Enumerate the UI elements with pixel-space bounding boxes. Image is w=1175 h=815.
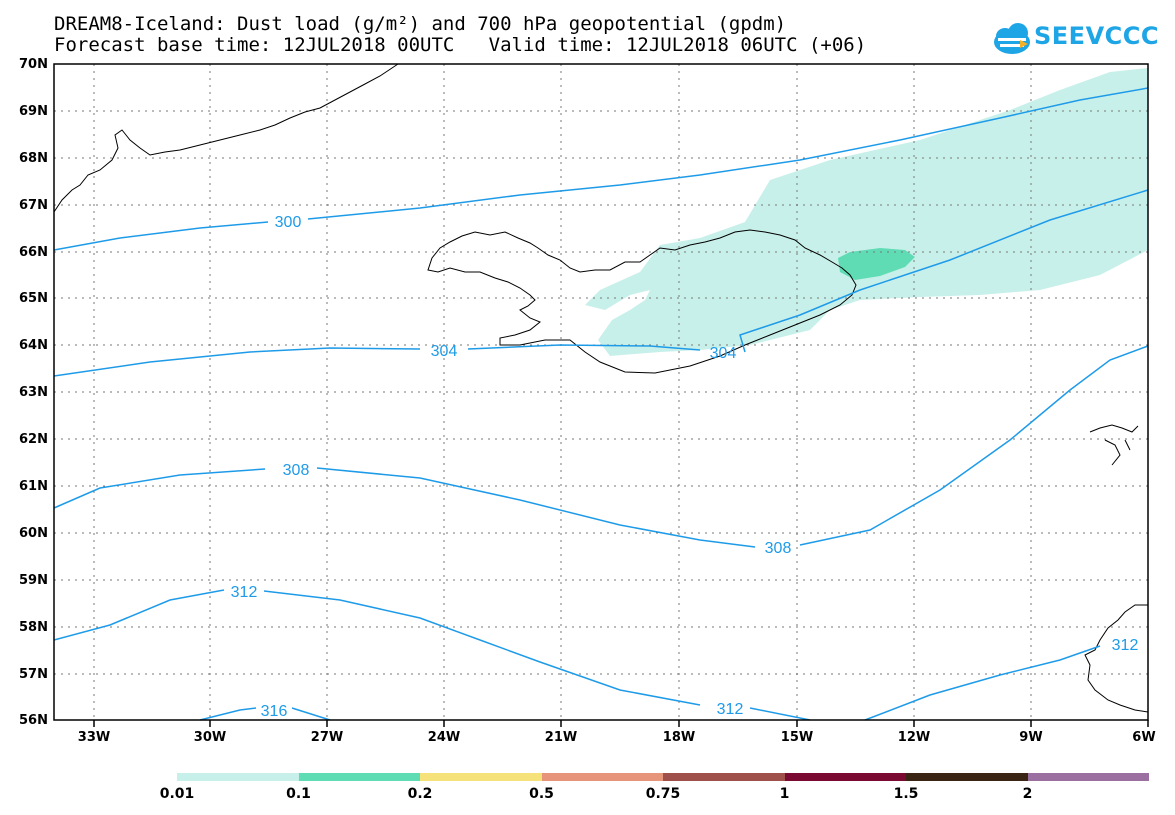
colorbar-segment [663,773,785,781]
colorbar-label: 0.2 [407,786,433,802]
faroe-islands [1089,424,1139,466]
colorbar-segment [298,773,420,781]
contour-label-316: 316 [261,703,288,720]
map-frame [53,63,1149,721]
lon-label: 6W [1132,730,1156,745]
lon-label: 9W [1019,730,1043,745]
dust-region-low [585,68,1148,356]
lon-label: 33W [77,730,111,745]
greenland-coastline [53,63,399,213]
lon-label: 21W [544,730,578,745]
lat-label: 65N [19,291,48,306]
lon-label: 15W [780,730,814,745]
contour-300 [53,87,1149,251]
logo-text: SEEVCCC [1034,22,1159,50]
contour-label-312-south: 312 [717,701,744,718]
contour-label-300: 300 [275,214,302,231]
lat-label: 56N [19,713,48,728]
lon-label: 18W [662,730,696,745]
lat-label: 68N [19,151,48,166]
lat-label: 60N [19,526,48,541]
scotland-coastline [1084,604,1149,713]
contour-316 [199,707,331,721]
colorbar-label: 0.75 [645,786,681,802]
contour-label-308: 308 [283,462,310,479]
contour-label-312: 312 [231,584,258,601]
seevccc-logo [994,23,1030,54]
contour-304 [53,189,1149,377]
dust-region-mid [838,248,915,280]
lon-label: 24W [427,730,461,745]
contour-312 [53,589,811,721]
colorbar-segment [1027,773,1149,781]
colorbar-segment [784,773,906,781]
lat-label: 69N [19,104,48,119]
contour-label-312-east: 312 [1112,637,1139,654]
colorbar-segment [906,773,1028,781]
lat-label: 62N [19,432,48,447]
forecast-time-line: Forecast base time: 12JUL2018 00UTC Vali… [54,34,867,56]
lat-label: 66N [19,245,48,260]
colorbar-label: 1.5 [893,786,919,802]
lat-label: 57N [19,667,48,682]
lon-label: 12W [897,730,931,745]
colorbar-label: 0.1 [286,786,311,802]
colorbar-label: 0.5 [529,786,554,802]
axis-ticks [93,720,1149,727]
contour-label-304-east: 304 [710,345,737,362]
contour-label-308-east: 308 [765,540,792,557]
contour-label-304: 304 [431,343,458,360]
lat-label: 61N [19,479,48,494]
contour-308 [53,345,1149,548]
lat-label: 70N [19,57,48,72]
lat-label: 59N [19,573,48,588]
colorbar-label: 1 [779,786,790,802]
lat-label: 63N [19,385,48,400]
colorbar-segment [420,773,542,781]
contour-312-east [864,645,1101,721]
lat-label: 64N [19,338,48,353]
colorbar-label: 2 [1022,786,1033,802]
iceland-coastline [427,229,857,374]
lon-label: 27W [310,730,344,745]
map-title: DREAM8-Iceland: Dust load (g/m²) and 700… [54,13,787,35]
colorbar-segment [541,773,663,781]
lon-label: 30W [193,730,227,745]
colorbar-segment [177,773,299,781]
lat-label: 58N [19,620,48,635]
lat-label: 67N [19,198,48,213]
lon-gridlines [93,64,1032,720]
lat-gridlines [54,110,1148,675]
colorbar-label: 0.01 [159,786,195,802]
cloud-icon [994,23,1030,54]
